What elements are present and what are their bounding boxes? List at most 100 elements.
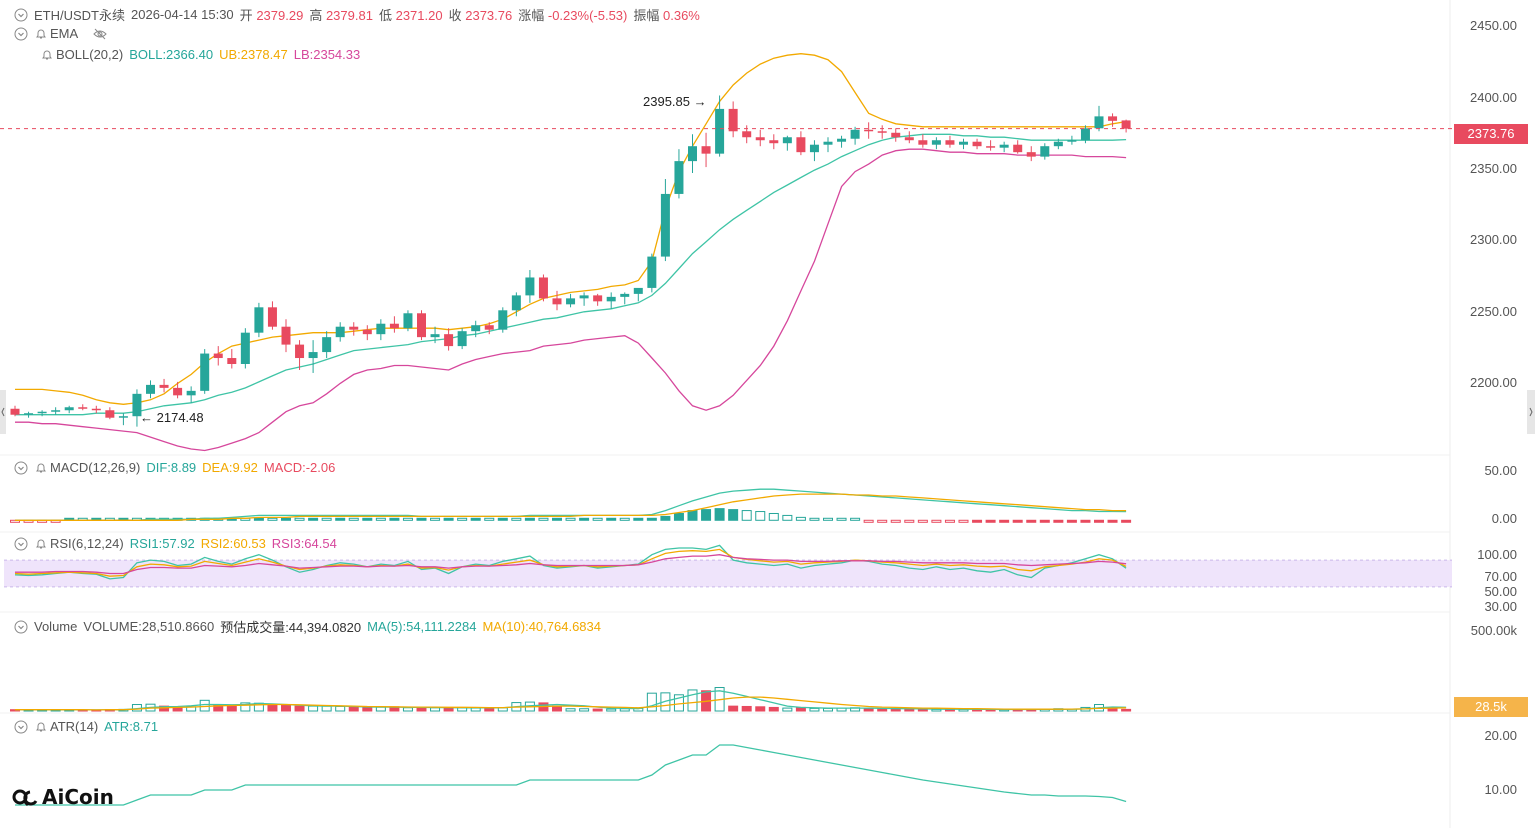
macd-bar xyxy=(443,517,454,521)
bell-icon[interactable] xyxy=(34,537,48,551)
macd-bar xyxy=(741,510,752,521)
macd-bar xyxy=(985,519,996,523)
macd-bar xyxy=(999,519,1010,523)
bell-icon[interactable] xyxy=(34,720,48,734)
bell-icon[interactable] xyxy=(34,27,48,41)
volume-bar xyxy=(741,705,752,712)
macd-bar xyxy=(362,517,373,521)
candle-body xyxy=(64,407,74,411)
atr-tick: 20.00 xyxy=(1484,728,1517,743)
volume-bar xyxy=(606,708,617,712)
candle-body xyxy=(335,326,345,338)
scroll-left-handle[interactable] xyxy=(0,390,6,434)
chevron-down-icon[interactable] xyxy=(14,620,28,634)
macd-bar xyxy=(484,517,495,521)
rsi1-line xyxy=(14,544,1127,580)
macd-bar xyxy=(457,517,468,521)
high-annotation-value: 2395.85 xyxy=(643,94,690,109)
macd-dea-value: DEA:9.92 xyxy=(202,460,258,475)
candle-body xyxy=(877,131,887,133)
macd-bar xyxy=(579,517,590,521)
macd-bar xyxy=(348,517,359,521)
volume-bar xyxy=(687,689,698,712)
open-label: 开 xyxy=(239,8,253,23)
rsi-label: RSI(6,12,24) xyxy=(50,536,124,551)
macd-bar xyxy=(958,519,969,523)
atr-line xyxy=(15,744,1127,806)
volume-tag-value: 28.5k xyxy=(1475,699,1507,714)
macd-tick: 0.00 xyxy=(1491,511,1517,526)
macd-bar xyxy=(809,517,820,521)
rsi2-value: RSI2:60.53 xyxy=(200,536,266,551)
candle-body xyxy=(1121,120,1131,129)
boll-ub-value: UB:2378.47 xyxy=(219,47,288,62)
macd-bar xyxy=(972,519,983,523)
volume-bar xyxy=(592,708,603,712)
volume-bar xyxy=(552,705,562,712)
volume-legend: Volume VOLUME:28,510.8660 预估成交量:44,394.0… xyxy=(14,617,601,636)
candle-body xyxy=(688,146,697,162)
amp-value: 0.36% xyxy=(663,8,700,23)
volume-bar xyxy=(890,708,901,712)
chevron-down-icon[interactable] xyxy=(14,461,28,475)
candle-body xyxy=(37,411,47,414)
volume-bar xyxy=(362,706,373,712)
volume-bar xyxy=(646,692,657,712)
candle-body xyxy=(1067,140,1077,142)
close-value: 2373.76 xyxy=(465,8,513,23)
macd-bar xyxy=(1080,519,1091,523)
eye-off-icon[interactable] xyxy=(92,27,107,41)
volume-ma5: MA(5):54,111.2284 xyxy=(367,619,477,634)
macd-bar xyxy=(552,517,562,521)
candle-body xyxy=(633,287,643,294)
candle-body xyxy=(566,298,576,305)
macd-bar xyxy=(782,514,793,521)
macd-bar xyxy=(931,519,942,523)
candle-body xyxy=(552,298,562,305)
candle-body xyxy=(51,410,61,412)
candle-body xyxy=(660,193,670,257)
low-value: 2371.20 xyxy=(395,8,443,23)
chevron-down-icon[interactable] xyxy=(14,537,28,551)
candle-body xyxy=(796,137,806,153)
volume-bar xyxy=(281,704,291,712)
volume-bar xyxy=(809,707,820,712)
candle-body xyxy=(430,334,440,338)
candle-body xyxy=(213,353,223,359)
chevron-left-icon xyxy=(1,407,5,417)
candle-body xyxy=(281,326,291,345)
volume-bar xyxy=(863,708,874,712)
rsi1-value: RSI1:57.92 xyxy=(129,536,195,551)
atr-value: ATR:8.71 xyxy=(104,719,159,734)
macd-bar xyxy=(944,519,955,523)
candle-body xyxy=(579,295,589,299)
boll-label: BOLL(20,2) xyxy=(56,47,124,62)
macd-bar xyxy=(728,509,739,521)
low-annotation: ← 2174.48 xyxy=(140,410,204,426)
candle-body xyxy=(132,393,142,417)
rsi-tick: 30.00 xyxy=(1484,599,1517,614)
candle-body xyxy=(24,413,34,415)
candle-body xyxy=(647,256,657,288)
scroll-right-handle[interactable] xyxy=(1527,390,1535,434)
candle-body xyxy=(240,332,250,364)
macd-bar xyxy=(335,517,346,521)
chevron-down-icon[interactable] xyxy=(14,8,28,22)
candle-body xyxy=(267,307,277,327)
bell-icon[interactable] xyxy=(40,48,54,62)
bell-icon[interactable] xyxy=(34,461,48,475)
macd-bar xyxy=(470,517,481,521)
macd-bar xyxy=(281,517,291,521)
volume-bar xyxy=(294,705,305,712)
volume-bar xyxy=(470,707,481,712)
ema-label: EMA xyxy=(50,26,79,41)
candle-body xyxy=(254,307,264,333)
chevron-down-icon[interactable] xyxy=(14,27,28,41)
candle-body xyxy=(755,137,765,141)
candle-body xyxy=(593,295,603,302)
macd-bar xyxy=(850,517,861,521)
chevron-down-icon[interactable] xyxy=(14,720,28,734)
macd-bar xyxy=(389,517,400,521)
volume-bar xyxy=(267,704,278,712)
price-tick: 2250.00 xyxy=(1470,304,1517,319)
